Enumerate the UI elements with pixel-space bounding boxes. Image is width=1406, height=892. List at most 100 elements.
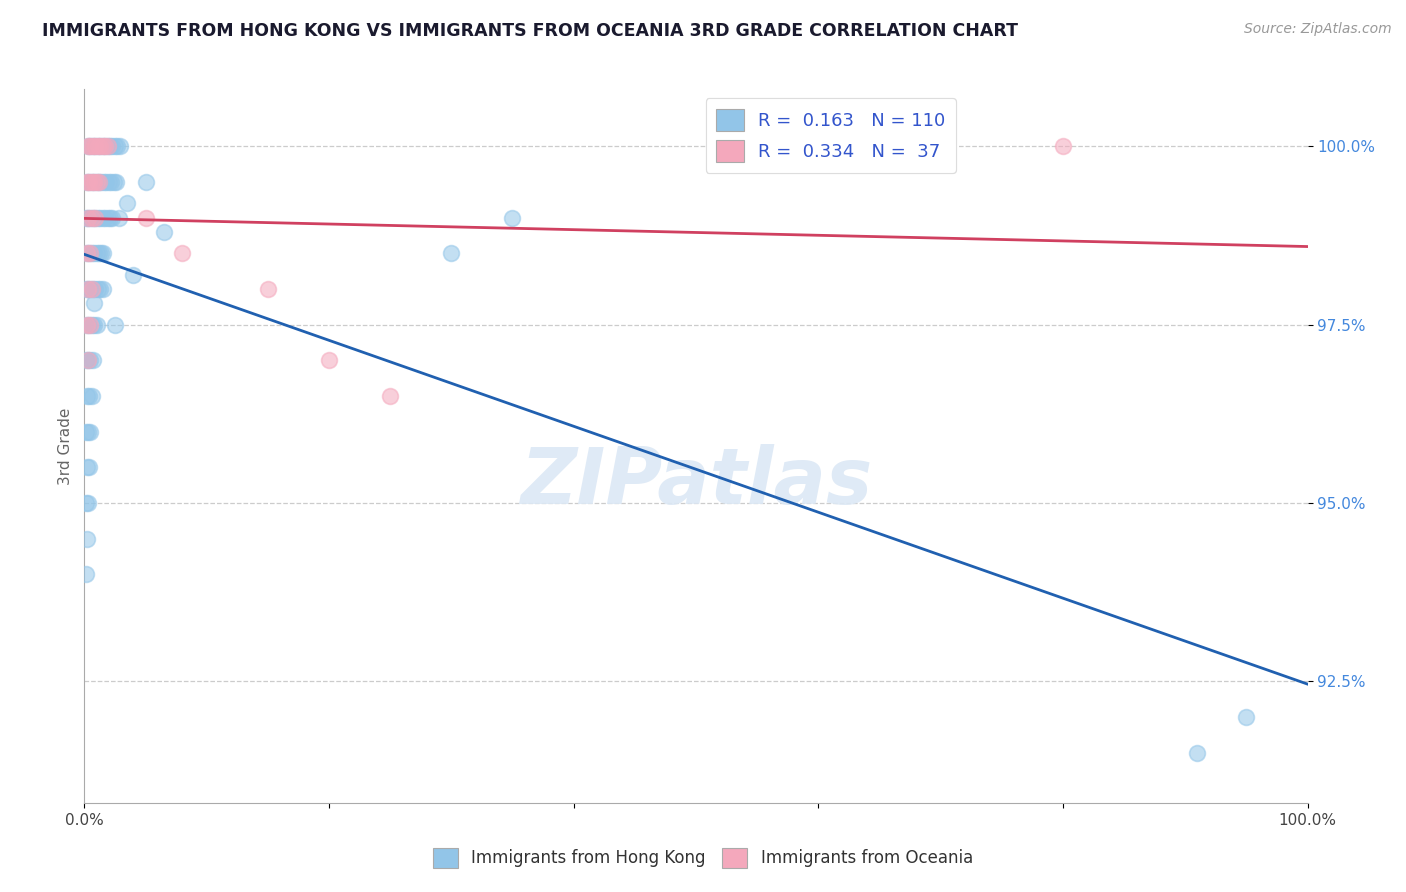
Point xyxy=(77,353,100,368)
Point xyxy=(108,139,131,153)
Point xyxy=(76,175,98,189)
Point xyxy=(1234,710,1257,724)
Point xyxy=(1052,139,1074,153)
Text: IMMIGRANTS FROM HONG KONG VS IMMIGRANTS FROM OCEANIA 3RD GRADE CORRELATION CHART: IMMIGRANTS FROM HONG KONG VS IMMIGRANTS … xyxy=(42,22,1018,40)
Point xyxy=(77,175,100,189)
Point xyxy=(75,282,97,296)
Point xyxy=(87,246,110,260)
Point xyxy=(87,282,110,296)
Point xyxy=(82,139,104,153)
Point xyxy=(80,318,103,332)
Point xyxy=(79,139,101,153)
Point xyxy=(101,139,124,153)
Point xyxy=(135,211,157,225)
Point xyxy=(82,282,104,296)
Point xyxy=(91,246,114,260)
Point xyxy=(77,211,100,225)
Point xyxy=(98,139,121,153)
Point xyxy=(77,246,100,260)
Point xyxy=(380,389,402,403)
Point xyxy=(89,139,111,153)
Point xyxy=(135,175,157,189)
Point xyxy=(87,175,110,189)
Point xyxy=(75,567,97,582)
Point xyxy=(79,425,101,439)
Point xyxy=(77,353,100,368)
Point xyxy=(86,175,108,189)
Point xyxy=(501,211,523,225)
Point xyxy=(80,175,103,189)
Point xyxy=(93,175,115,189)
Point xyxy=(153,225,176,239)
Point xyxy=(91,139,114,153)
Point xyxy=(97,211,120,225)
Point xyxy=(83,246,105,260)
Point xyxy=(94,211,117,225)
Point xyxy=(90,246,112,260)
Point xyxy=(86,246,108,260)
Point xyxy=(97,175,120,189)
Point xyxy=(77,175,100,189)
Point xyxy=(318,353,340,368)
Point xyxy=(87,139,110,153)
Point xyxy=(82,353,104,368)
Point xyxy=(84,282,107,296)
Point xyxy=(98,211,121,225)
Point xyxy=(82,211,104,225)
Point xyxy=(94,139,117,153)
Point xyxy=(83,318,105,332)
Legend: Immigrants from Hong Kong, Immigrants from Oceania: Immigrants from Hong Kong, Immigrants fr… xyxy=(426,841,980,875)
Point xyxy=(79,246,101,260)
Point xyxy=(76,246,98,260)
Text: Source: ZipAtlas.com: Source: ZipAtlas.com xyxy=(1244,22,1392,37)
Point xyxy=(107,211,129,225)
Point xyxy=(83,175,105,189)
Point xyxy=(82,139,104,153)
Point xyxy=(257,282,280,296)
Y-axis label: 3rd Grade: 3rd Grade xyxy=(58,408,73,484)
Point xyxy=(91,282,114,296)
Point xyxy=(77,139,100,153)
Point xyxy=(100,175,122,189)
Point xyxy=(94,139,117,153)
Point xyxy=(75,425,97,439)
Point xyxy=(105,139,128,153)
Point xyxy=(76,532,98,546)
Point xyxy=(79,353,101,368)
Point xyxy=(90,175,112,189)
Point xyxy=(76,318,98,332)
Point xyxy=(101,211,124,225)
Point xyxy=(76,318,98,332)
Point xyxy=(77,425,100,439)
Point xyxy=(75,211,97,225)
Point xyxy=(84,139,107,153)
Point xyxy=(79,211,101,225)
Point xyxy=(76,460,98,475)
Point xyxy=(77,460,100,475)
Point xyxy=(1187,746,1209,760)
Point xyxy=(80,246,103,260)
Point xyxy=(79,282,101,296)
Point xyxy=(87,211,110,225)
Point xyxy=(89,139,111,153)
Point xyxy=(77,211,100,225)
Point xyxy=(84,211,107,225)
Point xyxy=(86,318,108,332)
Point xyxy=(104,318,127,332)
Point xyxy=(79,139,101,153)
Point xyxy=(83,175,105,189)
Point xyxy=(76,246,98,260)
Point xyxy=(89,282,111,296)
Point xyxy=(96,175,118,189)
Point xyxy=(86,175,108,189)
Point xyxy=(75,496,97,510)
Point xyxy=(76,175,98,189)
Point xyxy=(105,175,128,189)
Point xyxy=(75,353,97,368)
Point xyxy=(91,139,114,153)
Point xyxy=(80,175,103,189)
Text: ZIPatlas: ZIPatlas xyxy=(520,443,872,520)
Point xyxy=(77,496,100,510)
Point xyxy=(89,211,111,225)
Point xyxy=(91,211,114,225)
